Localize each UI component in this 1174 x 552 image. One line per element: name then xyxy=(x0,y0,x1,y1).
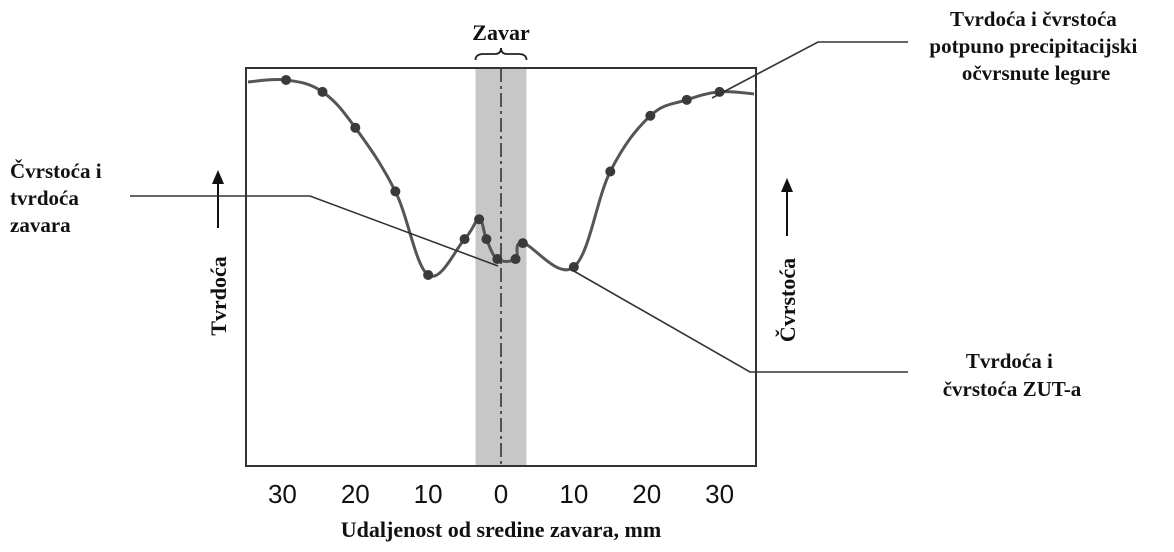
annotation-weld-line-3: zavara xyxy=(10,213,71,237)
data-point-0 xyxy=(281,74,292,85)
data-point-1 xyxy=(317,86,328,97)
annotation-weld-line-1: Čvrstoća i xyxy=(10,159,102,183)
data-point-13 xyxy=(645,110,656,121)
data-point-9 xyxy=(510,254,521,265)
data-point-12 xyxy=(605,166,616,177)
data-points xyxy=(281,74,725,280)
data-point-4 xyxy=(423,269,434,280)
data-point-7 xyxy=(481,234,492,245)
annotation-weld-line-2: tvrdoća xyxy=(10,186,79,210)
annotation-precip-line-3: očvrsnute legure xyxy=(962,61,1110,85)
leader-weld xyxy=(130,195,499,267)
y-axis-label-right: Čvrstoća xyxy=(775,258,800,342)
data-point-10 xyxy=(517,238,528,249)
left-up-arrow xyxy=(212,170,224,228)
leader-precip xyxy=(711,41,908,99)
x-tick-label-5: 20 xyxy=(632,479,661,509)
data-point-14 xyxy=(681,94,692,105)
data-point-11 xyxy=(568,262,579,272)
data-point-15 xyxy=(714,86,725,97)
annotation-precip: Tvrdoća i čvrstoća potpuno precipitacijs… xyxy=(929,7,1142,85)
x-tick-label-4: 10 xyxy=(559,479,588,509)
x-tick-labels: 30 20 10 0 10 20 30 xyxy=(268,479,734,509)
annotation-weld: Čvrstoća i tvrdoća zavara xyxy=(10,159,107,237)
annotation-haz-line-2: čvrstoća ZUT-a xyxy=(943,377,1082,401)
x-tick-label-0: 30 xyxy=(268,479,297,509)
leader-haz xyxy=(571,269,908,373)
data-point-8 xyxy=(492,254,503,265)
x-tick-label-2: 10 xyxy=(414,479,443,509)
annotation-haz-line-1: Tvrdoća i xyxy=(966,349,1053,373)
weld-label: Zavar xyxy=(472,20,530,45)
x-tick-label-1: 20 xyxy=(341,479,370,509)
data-point-3 xyxy=(390,186,401,197)
annotation-haz: Tvrdoća i čvrstoća ZUT-a xyxy=(943,349,1082,401)
annotation-precip-line-1: Tvrdoća i čvrstoća xyxy=(950,7,1117,31)
weld-brace xyxy=(474,47,528,61)
data-point-5 xyxy=(459,234,470,245)
annotation-precip-line-2: potpuno precipitacijski xyxy=(929,34,1137,58)
data-point-2 xyxy=(350,122,361,133)
x-tick-label-6: 30 xyxy=(705,479,734,509)
y-axis-label-left: Tvrdoća xyxy=(206,256,231,335)
data-point-6 xyxy=(474,214,485,225)
x-axis-label: Udaljenost od sredine zavara, mm xyxy=(341,517,661,542)
right-up-arrow xyxy=(781,178,793,236)
x-tick-label-3: 0 xyxy=(494,479,508,509)
